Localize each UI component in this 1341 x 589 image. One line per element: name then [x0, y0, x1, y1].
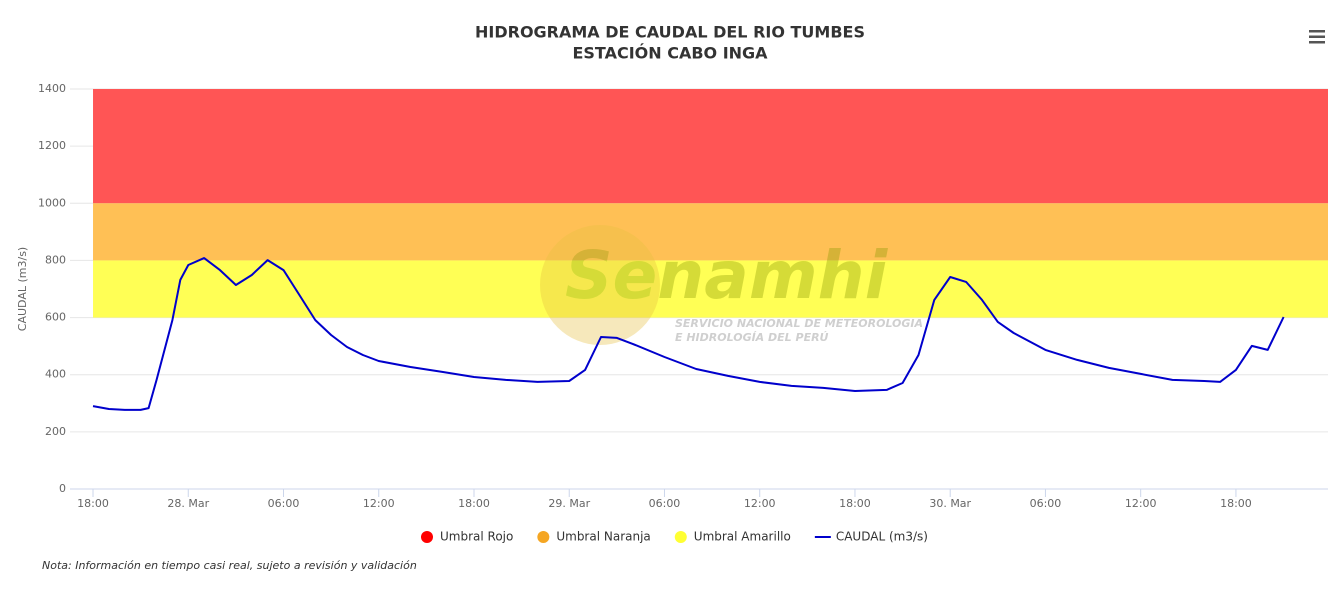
legend-symbol [674, 531, 687, 543]
threshold-band [93, 89, 1328, 204]
y-tick-label: 1400 [38, 82, 66, 95]
watermark-brand: Senamhi [565, 237, 889, 314]
menu-button[interactable] [1309, 30, 1325, 44]
legend-label: Umbral Amarillo [694, 530, 791, 544]
menu-bar [1309, 41, 1325, 44]
y-tick-label: 800 [45, 253, 66, 266]
x-tick-label: 06:00 [1030, 497, 1062, 510]
chart-title: HIDROGRAMA DE CAUDAL DEL RIO TUMBES [475, 23, 865, 42]
menu-bar [1309, 30, 1325, 33]
legend-label: Umbral Naranja [556, 530, 650, 544]
x-tick-label: 12:00 [1125, 497, 1157, 510]
x-tick-label: 06:00 [649, 497, 681, 510]
watermark: Senamhi SERVICIO NACIONAL DE METEOROLOGIA… [540, 225, 923, 345]
watermark-sun [540, 225, 660, 345]
y-tick-label: 1000 [38, 196, 66, 209]
x-tick-label: 12:00 [363, 497, 395, 510]
chart-subtitle: ESTACIÓN CABO INGA [572, 44, 768, 63]
y-tick-label: 1200 [38, 139, 66, 152]
series-line [92, 257, 1285, 411]
legend-label: Umbral Rojo [440, 530, 513, 544]
legend-label: CAUDAL (m3/s) [836, 530, 928, 544]
x-tick-label: 18:00 [839, 497, 871, 510]
threshold-band [93, 260, 1328, 318]
menu-bar [1309, 35, 1325, 38]
note: Nota: Información en tiempo casi real, s… [42, 559, 417, 572]
x-tick-label: 30. Mar [929, 497, 971, 510]
threshold-band [93, 203, 1328, 261]
y-tick-label: 0 [59, 482, 66, 495]
watermark-line: SERVICIO NACIONAL DE METEOROLOGIA [675, 317, 923, 330]
x-tick-label: 28. Mar [167, 497, 209, 510]
y-tick-label: 600 [45, 311, 66, 324]
legend-symbol [421, 531, 433, 543]
x-tick-label: 18:00 [1220, 497, 1252, 510]
y-axis-title: CAUDAL (m3/s) [16, 247, 29, 331]
x-tick-label: 18:00 [458, 497, 490, 510]
watermark-line: E HIDROLOGÍA DEL PERÚ [675, 331, 829, 344]
x-tick-label: 12:00 [744, 497, 776, 510]
y-tick-label: 400 [45, 368, 66, 381]
legend-symbol [537, 531, 550, 543]
x-tick-label: 06:00 [268, 497, 300, 510]
x-tick-label: 18:00 [77, 497, 109, 510]
x-tick-label: 29. Mar [548, 497, 590, 510]
y-tick-label: 200 [45, 425, 66, 438]
